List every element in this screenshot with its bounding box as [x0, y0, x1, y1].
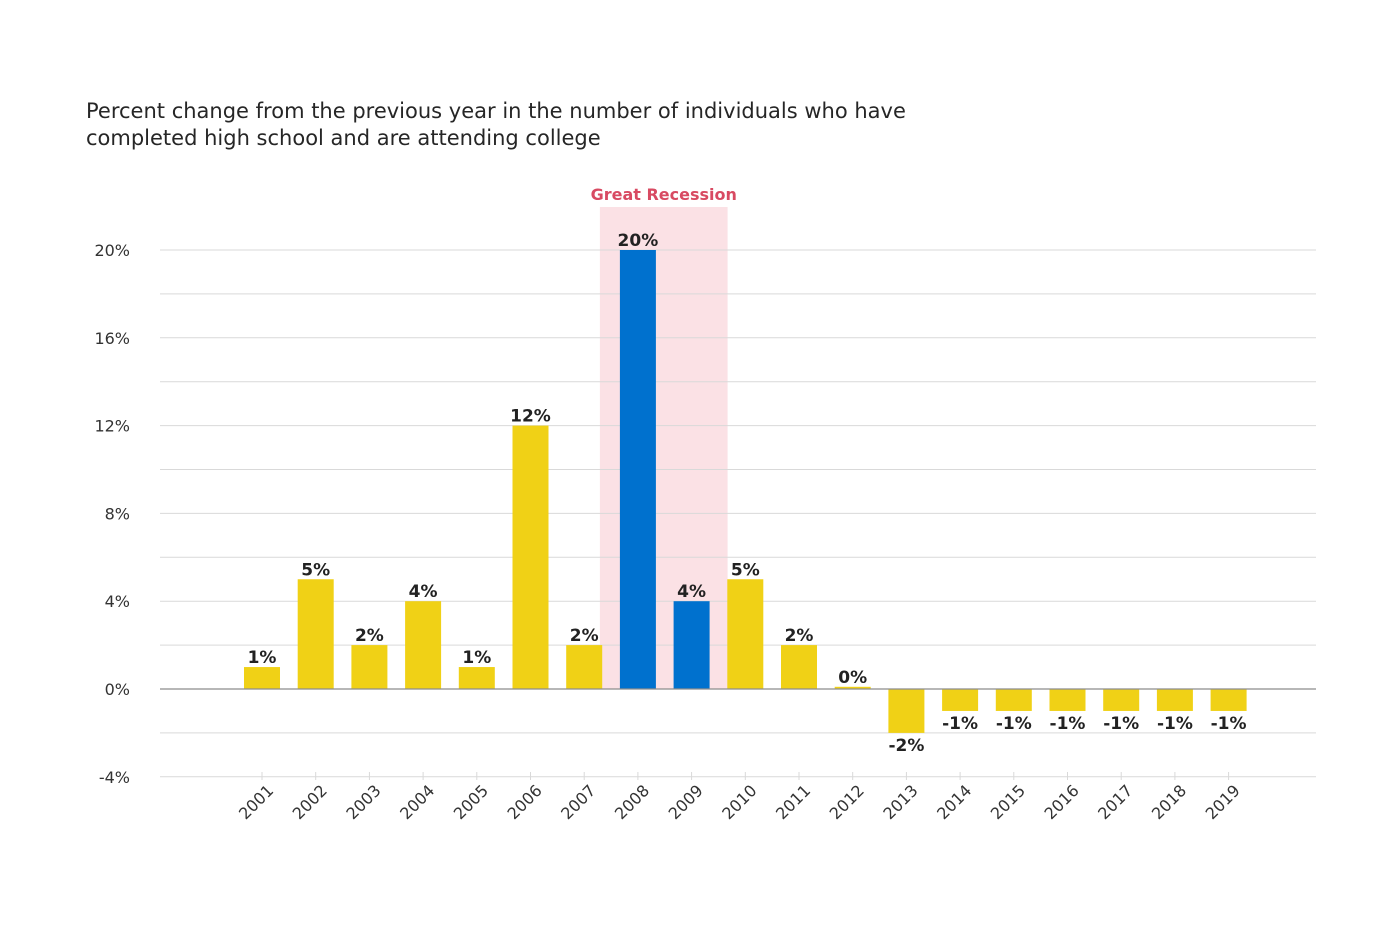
bar-2014 — [942, 689, 979, 711]
data-label-2004: 4% — [409, 582, 438, 602]
x-tick-label-2016: 2016 — [1040, 781, 1082, 823]
gridlines — [160, 249, 1316, 778]
data-label-2006: 12% — [510, 407, 551, 427]
bar-2015 — [995, 689, 1032, 711]
x-tick-label-2009: 2009 — [665, 781, 707, 823]
bar-2018 — [1156, 689, 1193, 711]
data-label-2017: -1% — [1103, 714, 1139, 734]
data-label-2018: -1% — [1157, 714, 1193, 734]
x-tick-label-2011: 2011 — [772, 781, 814, 823]
x-tick-label-2007: 2007 — [557, 781, 599, 823]
data-label-2005: 1% — [462, 648, 491, 668]
bar-2017 — [1103, 689, 1140, 711]
bar-2007 — [566, 645, 603, 689]
chart-title: Percent change from the previous year in… — [86, 99, 906, 150]
bars — [244, 250, 1247, 733]
x-tick-label-2019: 2019 — [1202, 781, 1244, 823]
data-label-2015: -1% — [996, 714, 1032, 734]
bar-2004 — [405, 601, 442, 689]
data-label-2016: -1% — [1050, 714, 1086, 734]
data-labels: 1% 5% 2% 4% 1% 12% 2% 20% 4% 5% 2% 0% -2% -1% -1% -1% -1… — [248, 231, 1247, 756]
x-tick-label-2010: 2010 — [718, 781, 760, 823]
bar-2009 — [673, 601, 710, 689]
x-tick-label-2008: 2008 — [611, 781, 653, 823]
x-tick-label-2006: 2006 — [503, 781, 545, 823]
bar-2005 — [458, 667, 495, 689]
y-tick-label: 8% — [105, 504, 130, 523]
x-tick-label-2014: 2014 — [933, 781, 975, 823]
bar-2013 — [888, 689, 925, 733]
x-tick-label-2017: 2017 — [1094, 781, 1136, 823]
data-label-2013: -2% — [888, 736, 924, 756]
bar-2010 — [727, 579, 764, 689]
bar-2012 — [834, 686, 871, 689]
data-label-2012: 0% — [838, 668, 867, 688]
bar-2016 — [1049, 689, 1086, 711]
y-tick-label: -4% — [99, 768, 130, 787]
bar-2019 — [1210, 689, 1247, 711]
data-label-2003: 2% — [355, 626, 384, 646]
x-tick-label-2003: 2003 — [342, 781, 384, 823]
x-tick-label-2005: 2005 — [450, 781, 492, 823]
bar-2003 — [351, 645, 388, 689]
y-tick-label: 16% — [94, 329, 130, 348]
x-tick-label-2004: 2004 — [396, 781, 438, 823]
data-label-2008: 20% — [618, 231, 659, 251]
bar-2001 — [244, 667, 280, 689]
data-label-2002: 5% — [301, 560, 330, 580]
y-tick-label: 0% — [105, 680, 130, 699]
recession-band-label: Great Recession — [591, 185, 737, 204]
data-label-2014: -1% — [942, 714, 978, 734]
bar-2006 — [512, 425, 549, 689]
data-label-2001: 1% — [248, 648, 277, 668]
y-tick-label: 4% — [105, 592, 130, 611]
x-tick-label-2001: 2001 — [235, 781, 277, 823]
bar-2011 — [781, 645, 817, 689]
x-tick-label-2013: 2013 — [879, 781, 921, 823]
bar-2002 — [297, 579, 334, 689]
recession-band-layer: Great Recession — [591, 185, 737, 689]
data-label-2007: 2% — [570, 626, 599, 646]
data-label-2019: -1% — [1211, 714, 1247, 734]
x-tick-label-2002: 2002 — [289, 781, 331, 823]
y-tick-label: 20% — [94, 241, 130, 260]
x-tick-label-2018: 2018 — [1148, 781, 1190, 823]
data-label-2010: 5% — [731, 560, 760, 580]
x-tick-label-2015: 2015 — [987, 781, 1029, 823]
bar-2008 — [619, 250, 656, 689]
data-label-2011: 2% — [785, 626, 814, 646]
y-tick-label: 12% — [94, 417, 130, 436]
x-tick-label-2012: 2012 — [826, 781, 868, 823]
data-label-2009: 4% — [677, 582, 706, 602]
